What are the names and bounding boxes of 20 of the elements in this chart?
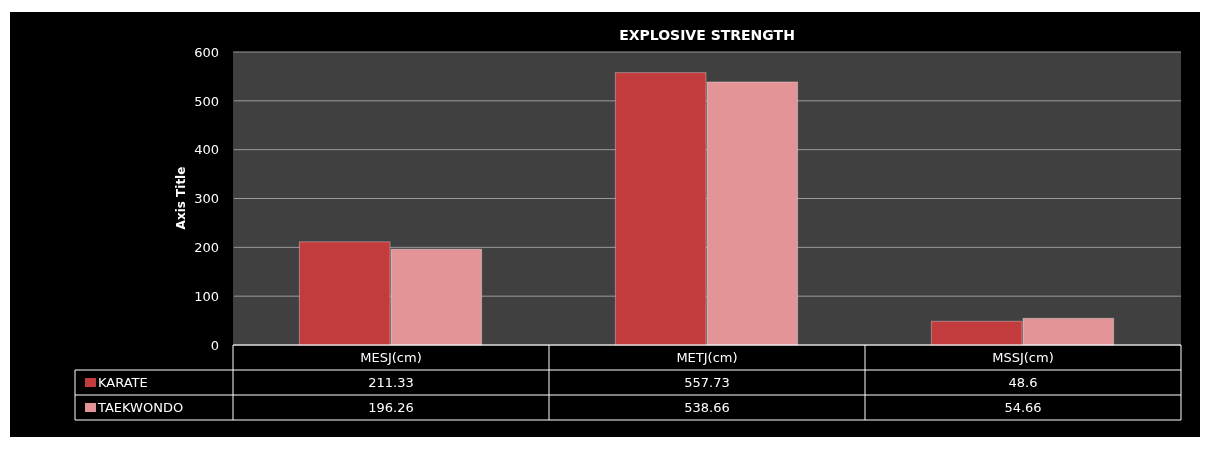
y-tick-label: 100 <box>194 288 219 304</box>
x-tick-label: MESJ(cm) <box>360 350 422 365</box>
x-tick-label: METJ(cm) <box>676 350 738 365</box>
data-label: 48.6 <box>1008 375 1038 390</box>
y-tick-label: 600 <box>194 44 219 60</box>
y-axis-title: Axis Title <box>174 166 188 230</box>
y-tick-label: 200 <box>194 239 219 255</box>
y-tick-label: 300 <box>194 191 219 207</box>
legend-label: KARATE <box>98 375 148 390</box>
x-tick-label: MSSJ(cm) <box>992 350 1054 365</box>
chart-title: EXPLOSIVE STRENGTH <box>619 27 795 43</box>
legend-label: TAEKWONDO <box>97 400 184 415</box>
data-label: 196.26 <box>368 400 414 415</box>
y-tick-label: 400 <box>194 142 219 158</box>
data-label: 538.66 <box>684 400 730 415</box>
data-label: 211.33 <box>368 375 414 390</box>
y-tick-label: 0 <box>210 337 219 353</box>
y-tick-label: 500 <box>194 93 219 109</box>
data-label: 557.73 <box>684 375 730 390</box>
data-label: 54.66 <box>1004 400 1042 415</box>
